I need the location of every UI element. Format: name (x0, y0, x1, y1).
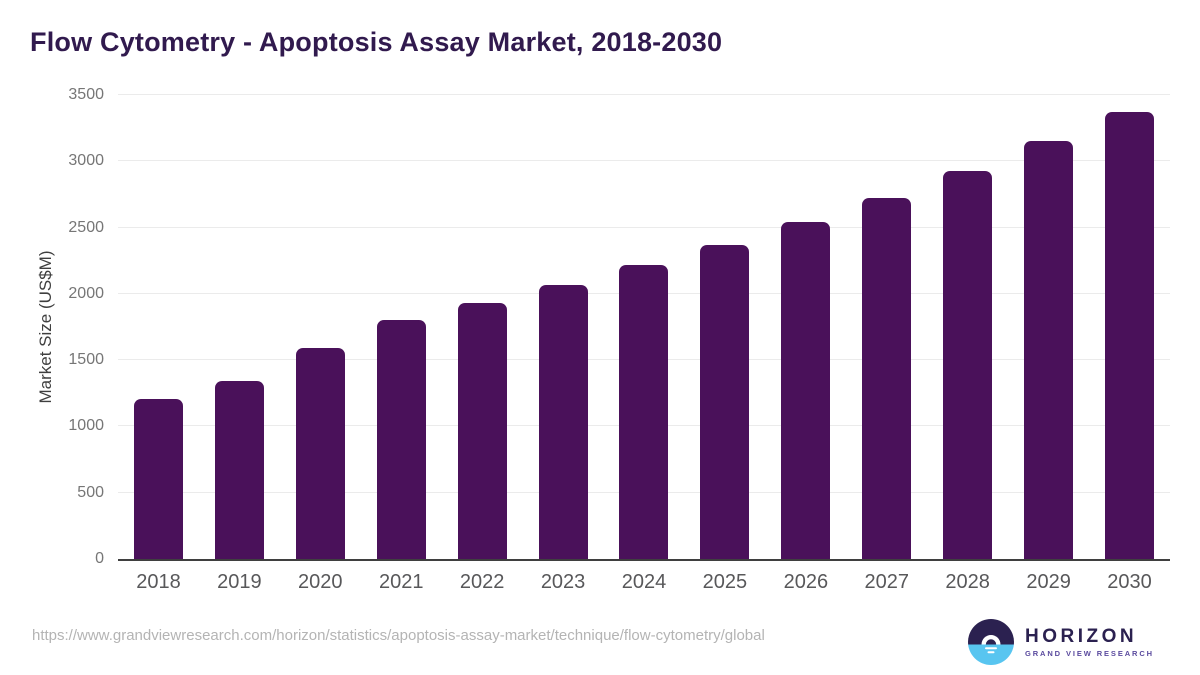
bar-slot-2020 (280, 95, 361, 559)
bar-slot-2030 (1089, 95, 1170, 559)
y-tick-label-2500: 2500 (68, 218, 104, 236)
x-tick-label-2030: 2030 (1107, 571, 1152, 593)
x-tick-label-2027: 2027 (864, 571, 910, 593)
logo-name: HORIZON (1024, 625, 1138, 647)
logo-subtitle: GRAND VIEW RESEARCH (1024, 648, 1154, 658)
bar-2024 (619, 264, 669, 559)
bar-slot-2027 (846, 95, 927, 559)
y-tick-label-3500: 3500 (68, 86, 104, 103)
x-tick-label-2023: 2023 (540, 571, 586, 593)
x-tick-label-2020: 2020 (298, 571, 343, 593)
x-tick-label-2018: 2018 (136, 571, 181, 593)
y-tick-label-1000: 1000 (68, 417, 104, 435)
bar-2023 (538, 284, 588, 559)
bar-2019 (214, 381, 264, 559)
x-tick-label-2028: 2028 (945, 571, 990, 593)
plot-area: 0 500 1000 1500 2000 2500 3000 3500 (68, 86, 1170, 567)
y-tick-label-3000: 3000 (68, 152, 104, 170)
bar-slot-2028 (927, 95, 1008, 559)
bar-slot-2018 (118, 95, 199, 559)
bar-2018 (133, 398, 183, 559)
y-tick-label-0: 0 (95, 550, 104, 567)
bar-slot-2019 (199, 95, 280, 559)
bars-container (118, 95, 1170, 559)
gridline-2500 (118, 226, 1170, 228)
horizon-logo: HORIZON GRAND VIEW RESEARCH (967, 619, 1154, 665)
bar-2022 (457, 303, 507, 559)
x-tick-label-2025: 2025 (702, 571, 748, 593)
gridline-3000 (118, 160, 1170, 162)
source-url[interactable]: https://www.grandviewresearch.com/horizo… (32, 627, 765, 644)
x-tick-label-2024: 2024 (621, 571, 667, 593)
y-tick-label-2000: 2000 (68, 284, 104, 302)
x-tick-label-2021: 2021 (378, 571, 424, 593)
bar-2028 (943, 170, 993, 559)
bar-slot-2024 (604, 95, 685, 559)
x-tick-label-2019: 2019 (217, 571, 262, 593)
horizon-sunrise-icon (967, 619, 1014, 665)
page-title: Flow Cytometry - Apoptosis Assay Market,… (30, 27, 723, 57)
bar-slot-2026 (765, 95, 846, 559)
bar-2030 (1105, 112, 1155, 559)
bar-2021 (376, 320, 426, 559)
bar-slot-2029 (1008, 95, 1089, 559)
bar-2027 (862, 198, 912, 559)
gridline-3500 (118, 94, 1170, 95)
bar-2020 (295, 348, 345, 559)
bar-2026 (781, 222, 831, 559)
bar-2029 (1024, 141, 1074, 559)
x-tick-label-2029: 2029 (1026, 571, 1071, 593)
bar-2025 (700, 244, 750, 559)
y-tick-label-500: 500 (77, 483, 104, 501)
logo-text: HORIZON GRAND VIEW RESEARCH (1025, 627, 1154, 658)
x-axis-tick-labels: 2018 2019 2020 2021 2022 2023 2024 2025 2026 2027… (118, 571, 1170, 594)
bar-slot-2023 (523, 95, 604, 559)
y-tick-label-1500: 1500 (68, 351, 104, 369)
x-tick-label-2026: 2026 (783, 571, 829, 593)
bar-slot-2022 (442, 95, 523, 559)
bar-slot-2021 (361, 95, 442, 559)
x-tick-label-2022: 2022 (459, 571, 505, 593)
y-axis-title: Market Size (US$M) (36, 250, 55, 404)
bar-slot-2025 (684, 95, 765, 559)
